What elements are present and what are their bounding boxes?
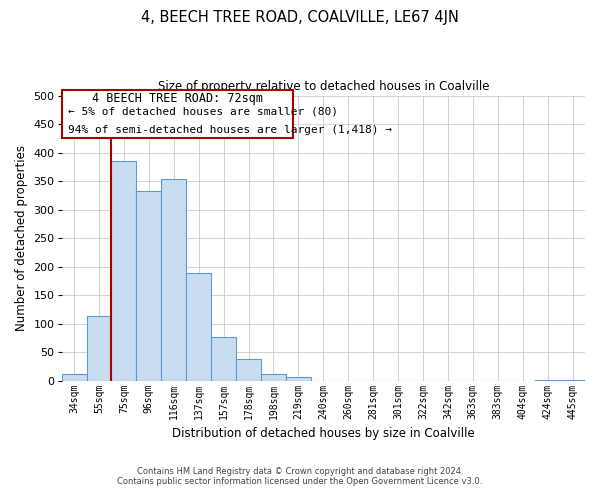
Bar <box>86 316 112 380</box>
Bar <box>136 191 161 380</box>
Title: Size of property relative to detached houses in Coalville: Size of property relative to detached ho… <box>158 80 489 93</box>
Bar <box>286 377 311 380</box>
Bar <box>261 374 286 380</box>
Text: 94% of semi-detached houses are larger (1,418) →: 94% of semi-detached houses are larger (… <box>68 124 392 134</box>
Text: Contains HM Land Registry data © Crown copyright and database right 2024.: Contains HM Land Registry data © Crown c… <box>137 467 463 476</box>
X-axis label: Distribution of detached houses by size in Coalville: Distribution of detached houses by size … <box>172 427 475 440</box>
Bar <box>186 274 211 380</box>
Y-axis label: Number of detached properties: Number of detached properties <box>15 145 28 331</box>
Text: 4, BEECH TREE ROAD, COALVILLE, LE67 4JN: 4, BEECH TREE ROAD, COALVILLE, LE67 4JN <box>141 10 459 25</box>
Bar <box>112 160 136 380</box>
Bar <box>211 338 236 380</box>
Bar <box>62 374 86 380</box>
Text: ← 5% of detached houses are smaller (80): ← 5% of detached houses are smaller (80) <box>68 106 338 117</box>
Bar <box>236 359 261 380</box>
Text: 4 BEECH TREE ROAD: 72sqm: 4 BEECH TREE ROAD: 72sqm <box>92 92 263 106</box>
Text: Contains public sector information licensed under the Open Government Licence v3: Contains public sector information licen… <box>118 477 482 486</box>
Bar <box>161 179 186 380</box>
